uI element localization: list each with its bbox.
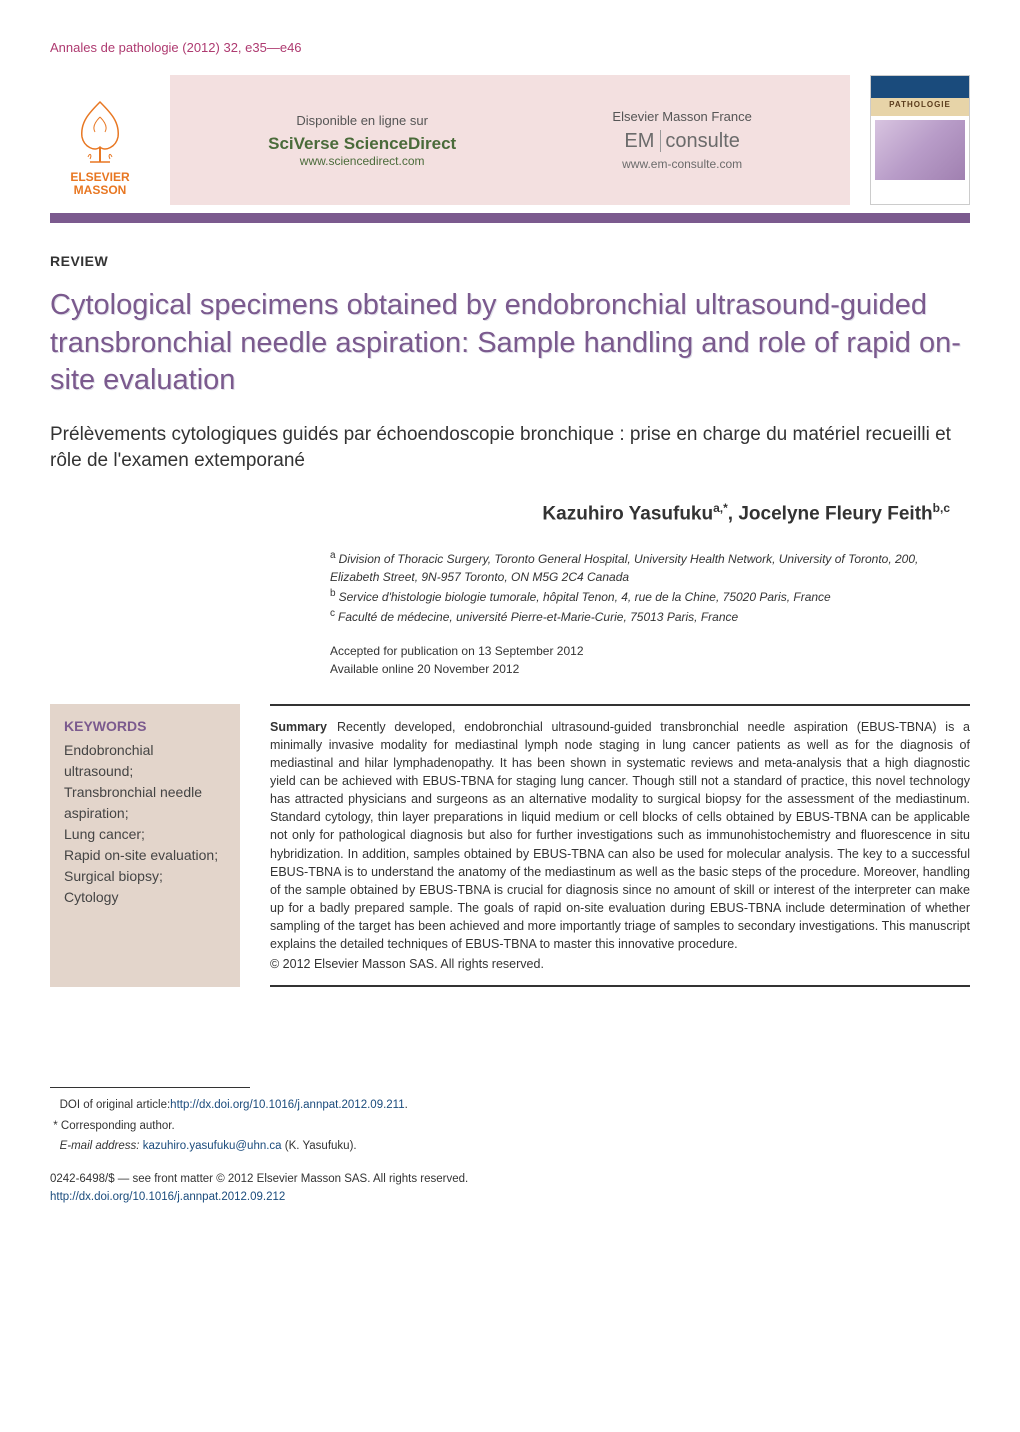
title-french: Prélèvements cytologiques guidés par éch… — [50, 422, 970, 473]
email-label: E-mail address: — [60, 1140, 140, 1152]
elsevier-name: ELSEVIER MASSON — [70, 171, 129, 197]
corresponding-author: Corresponding author. — [61, 1120, 175, 1132]
divider-rule — [50, 213, 970, 223]
abstract-text: SummaryRecently developed, endobronchial… — [270, 718, 970, 974]
title-english: Cytological specimens obtained by endobr… — [50, 287, 970, 400]
doi-link[interactable]: http://dx.doi.org/10.1016/j.annpat.2012.… — [170, 1099, 404, 1111]
sciencedirect-col: Disponible en ligne sur SciVerse Science… — [268, 113, 456, 168]
affiliations: aDivision of Thoracic Surgery, Toronto G… — [330, 548, 970, 626]
sciencedirect-url[interactable]: www.sciencedirect.com — [268, 154, 456, 168]
email-link[interactable]: kazuhiro.yasufuku@uhn.ca — [143, 1140, 282, 1152]
accepted-date: Accepted for publication on 13 September… — [330, 642, 970, 660]
sciverse-brand: SciVerse ScienceDirect — [268, 134, 456, 154]
elsevier-logo-box: ELSEVIER MASSON — [50, 75, 150, 205]
author-2: Jocelyne Fleury Feith — [738, 504, 932, 525]
abstract-column: SummaryRecently developed, endobronchial… — [240, 704, 970, 988]
availability-panel: Disponible en ligne sur SciVerse Science… — [170, 75, 850, 205]
keywords-heading: KEYWORDS — [64, 718, 226, 734]
online-label: Disponible en ligne sur — [268, 113, 456, 128]
authors: Kazuhiro Yasufukua,*, Jocelyne Fleury Fe… — [50, 501, 970, 525]
keywords-list: Endobronchial ultrasound; Transbronchial… — [64, 740, 226, 908]
author-1: Kazuhiro Yasufuku — [542, 504, 713, 525]
header-bar: ELSEVIER MASSON Disponible en ligne sur … — [50, 75, 970, 205]
abstract-lead: Summary — [270, 720, 327, 734]
emf-label: Elsevier Masson France — [612, 109, 751, 124]
cover-title: PATHOLOGIE — [871, 98, 969, 116]
em-brand: EMconsulte — [612, 130, 751, 153]
emconsulte-url[interactable]: www.em-consulte.com — [612, 157, 751, 171]
footer: DOI of original article:http://dx.doi.or… — [50, 1087, 970, 1206]
online-date: Available online 20 November 2012 — [330, 660, 970, 678]
abstract-copyright: © 2012 Elsevier Masson SAS. All rights r… — [270, 955, 970, 973]
elsevier-tree-icon — [70, 97, 130, 167]
affiliation-b: Service d'histologie biologie tumorale, … — [339, 590, 831, 604]
keywords-box: KEYWORDS Endobronchial ultrasound; Trans… — [50, 704, 240, 988]
publication-dates: Accepted for publication on 13 September… — [330, 642, 970, 678]
doi-label: DOI of original article: — [60, 1099, 171, 1111]
affiliation-a: Division of Thoracic Surgery, Toronto Ge… — [330, 552, 918, 584]
copyright-line: 0242-6498/$ — see front matter © 2012 El… — [50, 1170, 970, 1188]
journal-reference: Annales de pathologie (2012) 32, e35—e46 — [50, 40, 970, 55]
affiliation-c: Faculté de médecine, université Pierre-e… — [338, 610, 738, 624]
article-type: REVIEW — [50, 253, 970, 269]
article-doi-link[interactable]: http://dx.doi.org/10.1016/j.annpat.2012.… — [50, 1191, 285, 1203]
journal-cover: PATHOLOGIE — [870, 75, 970, 205]
emconsulte-col: Elsevier Masson France EMconsulte www.em… — [612, 109, 751, 171]
